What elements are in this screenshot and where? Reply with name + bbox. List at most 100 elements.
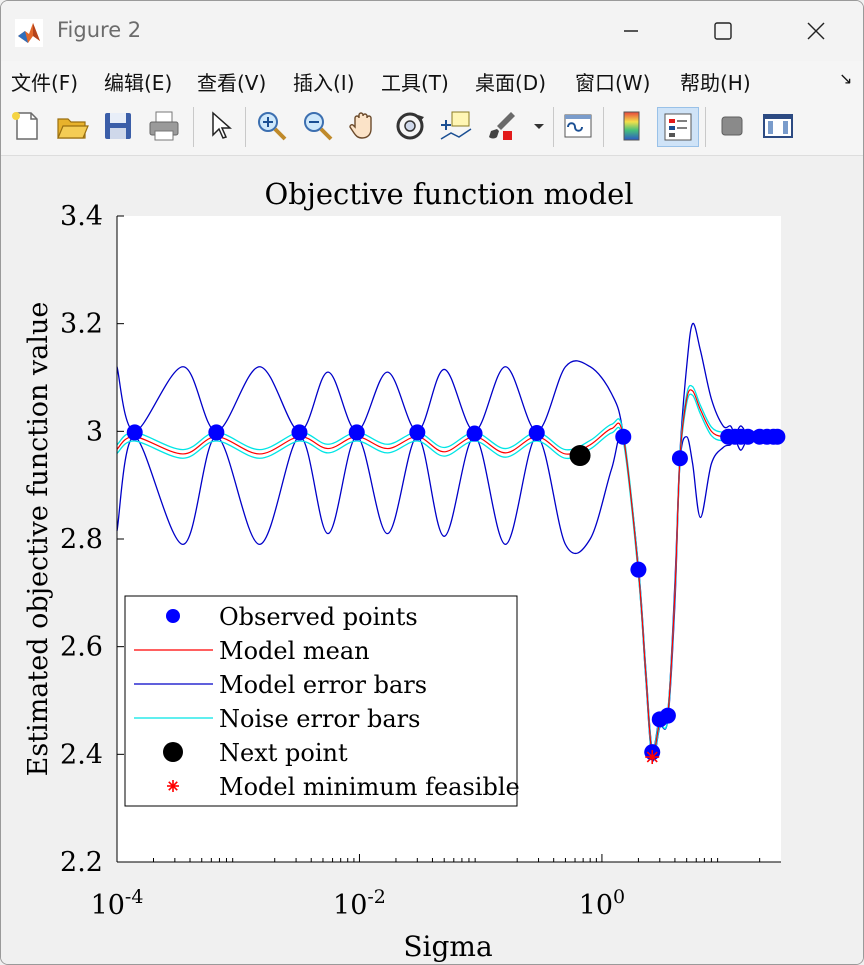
show-plot-tools-button[interactable] xyxy=(759,107,797,145)
observed-point xyxy=(659,707,676,724)
observed-point xyxy=(291,424,308,441)
y-tick-label: 2.6 xyxy=(60,632,103,663)
legend-entry: Noise error bars xyxy=(134,705,420,733)
legend-observed-icon xyxy=(166,609,180,623)
link-plot-icon xyxy=(564,114,592,138)
zoom-out-icon xyxy=(304,112,333,141)
show-plot-tools-icon xyxy=(763,114,793,138)
next-point-series xyxy=(569,445,591,467)
rotate-3d-icon xyxy=(396,112,424,140)
menu-help[interactable]: 帮助(H) xyxy=(680,71,751,95)
minimize-icon xyxy=(624,30,638,32)
title-bar: Figure 2 xyxy=(1,1,863,61)
menu-window[interactable]: 窗口(W) xyxy=(575,71,651,95)
chart-title: Objective function model xyxy=(265,177,634,211)
hide-plot-tools-icon xyxy=(721,116,743,136)
close-button[interactable] xyxy=(793,11,839,51)
x-tick-label: 100 xyxy=(579,886,625,921)
hide-plot-tools-button[interactable] xyxy=(713,107,751,145)
toolbar-separator xyxy=(553,107,554,147)
menu-bar: 文件(F) 编辑(E) 查看(V) 插入(I) 工具(T) 桌面(D) 窗口(W… xyxy=(1,61,863,99)
zoom-in-icon xyxy=(258,112,287,141)
window-title: Figure 2 xyxy=(57,18,142,42)
menu-view[interactable]: 查看(V) xyxy=(197,71,267,95)
legend-entry: Model mean xyxy=(134,637,370,665)
legend-label: Noise error bars xyxy=(219,705,420,733)
menu-desktop[interactable]: 桌面(D) xyxy=(475,71,547,95)
legend-model-minimum-icon xyxy=(167,780,179,792)
dropdown-arrow-icon xyxy=(534,124,544,129)
colorbar-button[interactable] xyxy=(613,107,651,145)
matlab-logo-icon xyxy=(15,19,43,47)
x-axis-label: Sigma xyxy=(403,930,492,963)
toolbar-separator xyxy=(705,107,706,147)
data-cursor-button[interactable] xyxy=(437,107,475,145)
legend-button[interactable] xyxy=(657,107,699,147)
legend[interactable]: Observed points Model mean Model error bar… xyxy=(124,595,520,807)
figure-toolbar xyxy=(1,99,863,156)
brush-dropdown-button[interactable] xyxy=(529,107,547,145)
y-tick-label: 3 xyxy=(86,416,103,447)
zoom-in-button[interactable] xyxy=(253,107,291,145)
close-icon xyxy=(807,22,825,40)
axes: 2.2 2.4 2.6 2.8 3 3.2 3.4 10-4 10-2 100 xyxy=(60,201,781,921)
y-tick-label: 3.4 xyxy=(60,201,103,232)
maximize-button[interactable] xyxy=(700,11,746,51)
observed-point xyxy=(348,424,365,441)
legend-entry: Model minimum feasible xyxy=(167,773,520,801)
toolbar-separator xyxy=(603,107,604,147)
menu-insert[interactable]: 插入(I) xyxy=(293,71,355,95)
observed-points-series xyxy=(126,424,786,761)
observed-point xyxy=(126,424,143,441)
menu-file[interactable]: 文件(F) xyxy=(11,71,79,95)
minimize-button[interactable] xyxy=(608,11,654,51)
toolbar-separator xyxy=(193,107,194,147)
pan-button[interactable] xyxy=(345,107,383,145)
save-icon xyxy=(105,113,131,139)
brush-button[interactable] xyxy=(483,107,521,145)
model-minimum-series xyxy=(645,750,660,765)
x-tick-label: 10-4 xyxy=(91,886,144,921)
menu-tools[interactable]: 工具(T) xyxy=(381,71,449,95)
legend-label: Model minimum feasible xyxy=(219,773,520,801)
legend-label: Model mean xyxy=(219,637,370,665)
next-point-marker xyxy=(569,445,591,467)
legend-entry: Next point xyxy=(163,739,348,767)
open-file-button[interactable] xyxy=(53,107,91,145)
legend-label: Model error bars xyxy=(219,671,427,699)
observed-point xyxy=(739,428,756,445)
toolbar-separator xyxy=(245,107,246,147)
new-figure-button[interactable] xyxy=(7,107,45,145)
y-tick-label: 3.2 xyxy=(60,309,103,340)
print-icon xyxy=(149,111,179,141)
legend-next-point-icon xyxy=(163,742,183,762)
legend-icon xyxy=(664,113,692,141)
legend-label: Observed points xyxy=(219,603,418,631)
data-cursor-icon xyxy=(440,111,472,140)
pointer-icon xyxy=(212,111,232,139)
asterisk-stroke xyxy=(168,781,178,791)
rotate-3d-button[interactable] xyxy=(391,107,429,145)
observed-point xyxy=(208,424,225,441)
new-figure-icon xyxy=(12,112,38,140)
observed-point xyxy=(671,450,688,467)
pointer-button[interactable] xyxy=(201,107,239,145)
legend-entry: Model error bars xyxy=(134,671,427,699)
brush-icon xyxy=(489,112,515,140)
x-tick-label: 10-2 xyxy=(333,886,386,921)
print-button[interactable] xyxy=(145,107,183,145)
save-button[interactable] xyxy=(99,107,137,145)
observed-point xyxy=(528,424,545,441)
colorbar-icon xyxy=(623,111,640,141)
pan-hand-icon xyxy=(349,112,372,139)
y-tick-label: 2.2 xyxy=(60,847,103,878)
menu-edit[interactable]: 编辑(E) xyxy=(104,71,173,95)
zoom-out-button[interactable] xyxy=(299,107,337,145)
objective-function-chart[interactable]: 2.2 2.4 2.6 2.8 3 3.2 3.4 10-4 10-2 100 Objective… xyxy=(1,156,863,964)
observed-point xyxy=(466,425,483,442)
asterisk-stroke xyxy=(646,751,658,763)
y-axis-label: Estimated objective function value xyxy=(23,302,54,777)
menu-dock-arrow-icon[interactable]: ↘ xyxy=(839,69,853,88)
link-plot-button[interactable] xyxy=(559,107,597,145)
